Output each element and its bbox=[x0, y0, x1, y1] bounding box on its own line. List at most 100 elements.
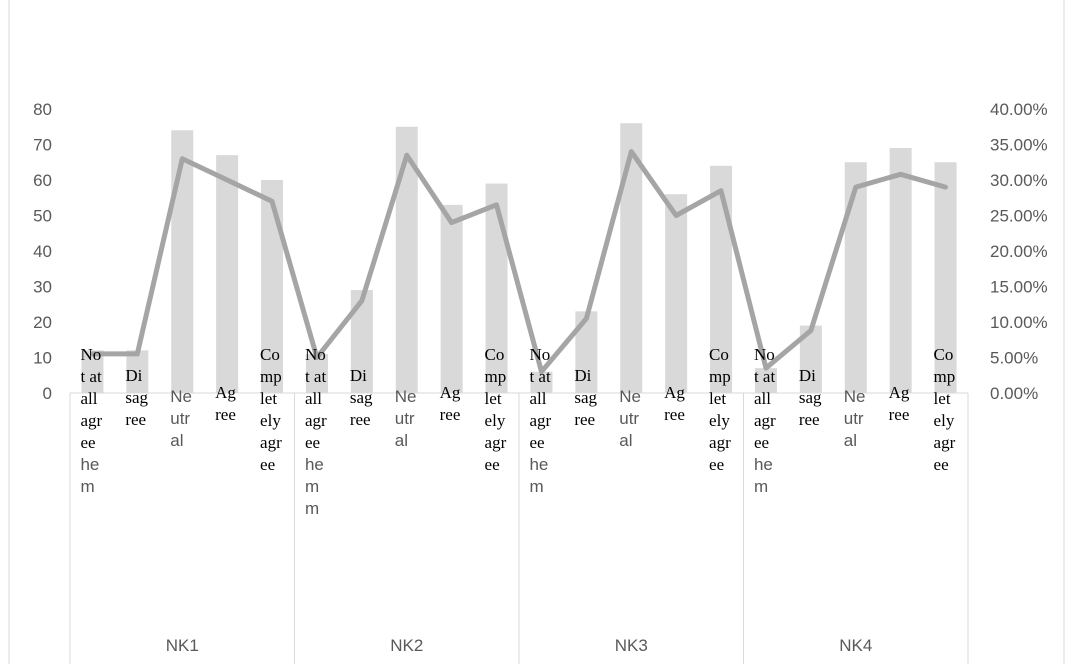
bar bbox=[799, 325, 822, 393]
group-label: NK1 bbox=[166, 636, 199, 655]
category-label-line: Co bbox=[709, 345, 729, 364]
category-label: Ne utr al bbox=[844, 387, 866, 450]
category-label-line: mp bbox=[934, 367, 956, 386]
category-label-line: mp bbox=[260, 367, 282, 386]
category-label-line: utr bbox=[844, 409, 864, 428]
category-label-line: agr bbox=[709, 433, 731, 452]
bar bbox=[171, 130, 194, 394]
category-label-line: ree bbox=[215, 405, 236, 424]
category-label-line: utr bbox=[619, 409, 639, 428]
bar bbox=[440, 204, 463, 393]
category-label-line: ree bbox=[574, 410, 595, 429]
category-label-line: ely bbox=[934, 411, 955, 430]
category-label: Ne utr al bbox=[395, 387, 417, 450]
category-label-line: sag bbox=[574, 388, 597, 407]
bar bbox=[530, 371, 553, 393]
category-label: Ag ree bbox=[215, 383, 236, 424]
category-label-line: al bbox=[170, 431, 183, 450]
group-label: NK3 bbox=[615, 636, 648, 655]
category-label-line: ee bbox=[485, 455, 500, 474]
category-label-line: all bbox=[305, 389, 322, 408]
category-label-line: let bbox=[260, 389, 277, 408]
bar bbox=[81, 350, 104, 393]
category-label-line: he bbox=[80, 455, 99, 474]
category-label-line: agr bbox=[80, 411, 102, 430]
category-label-line: Di bbox=[574, 366, 591, 385]
category-label-line: Ag bbox=[215, 383, 236, 402]
bar bbox=[575, 311, 598, 393]
y-left-tick-label: 70 bbox=[33, 136, 52, 155]
category-label-line: ee bbox=[80, 433, 95, 452]
category-label-line: let bbox=[934, 389, 951, 408]
y-right-tick-label: 5.00% bbox=[990, 349, 1038, 368]
category-label-line: all bbox=[529, 389, 546, 408]
category-label: No t at all agr ee he m bbox=[80, 345, 102, 496]
category-label-line: Di bbox=[350, 366, 367, 385]
y-left-tick-label: 10 bbox=[33, 349, 52, 368]
category-label-line: Ne bbox=[170, 387, 192, 406]
line-series bbox=[90, 149, 948, 375]
category-label-line: t at bbox=[305, 367, 327, 386]
category-label-line: sag bbox=[350, 388, 373, 407]
category-label: No t at all agr ee he m bbox=[754, 345, 776, 496]
category-label-line: he bbox=[529, 455, 548, 474]
y-left-tick-label: 30 bbox=[33, 278, 52, 297]
category-label-line: Co bbox=[485, 345, 505, 364]
category-label-line: he bbox=[305, 455, 324, 474]
category-label-line: m bbox=[305, 499, 319, 518]
y-left-tick-label: 40 bbox=[33, 242, 52, 261]
group-label: NK4 bbox=[839, 636, 872, 655]
category-label-line: m bbox=[80, 477, 94, 496]
category-label-line: ree bbox=[889, 405, 910, 424]
category-label-line: al bbox=[619, 431, 632, 450]
category-label-line: agr bbox=[260, 433, 282, 452]
category-label-line: all bbox=[80, 389, 97, 408]
y-right-tick-label: 20.00% bbox=[990, 242, 1048, 261]
category-label-line: Di bbox=[125, 366, 142, 385]
category-label-line: Ag bbox=[889, 383, 910, 402]
category-label-line: Co bbox=[260, 345, 280, 364]
category-label-line: all bbox=[754, 389, 771, 408]
bar bbox=[395, 126, 418, 393]
category-label-line: ee bbox=[305, 433, 320, 452]
y-right-tick-label: 40.00% bbox=[990, 100, 1048, 119]
category-label-line: t at bbox=[80, 367, 102, 386]
category-label-line: agr bbox=[754, 411, 776, 430]
category-label-line: ree bbox=[440, 405, 461, 424]
category-label: Co mp let ely agr ee bbox=[709, 345, 731, 474]
category-label-line: m bbox=[529, 477, 543, 496]
bar bbox=[350, 290, 373, 393]
category-label: Ne utr al bbox=[170, 387, 192, 450]
y-right-tick-label: 0.00% bbox=[990, 384, 1038, 403]
y-left-tick-label: 50 bbox=[33, 207, 52, 226]
category-label: Ag ree bbox=[440, 383, 461, 424]
y-left-tick-label: 0 bbox=[43, 384, 52, 403]
category-label-line: let bbox=[709, 389, 726, 408]
category-label-line: ee bbox=[260, 455, 275, 474]
category-label-line: agr bbox=[934, 433, 956, 452]
y-right-tick-label: 25.00% bbox=[990, 207, 1048, 226]
category-label-line: No bbox=[754, 345, 775, 364]
bar bbox=[216, 155, 239, 393]
category-label: Di sag ree bbox=[574, 366, 597, 429]
category-label-line: agr bbox=[529, 411, 551, 430]
category-label-line: ee bbox=[754, 433, 769, 452]
category-label-line: utr bbox=[170, 409, 190, 428]
category-label-line: agr bbox=[485, 433, 507, 452]
category-label-line: ee bbox=[709, 455, 724, 474]
bar bbox=[754, 368, 777, 393]
category-label-line: al bbox=[395, 431, 408, 450]
category-label-line: Ag bbox=[664, 383, 685, 402]
bar bbox=[126, 350, 149, 393]
bar bbox=[889, 148, 912, 393]
category-label-line: ee bbox=[529, 433, 544, 452]
category-label-line: Di bbox=[799, 366, 816, 385]
category-label-line: Ag bbox=[440, 383, 461, 402]
category-label-line: Ne bbox=[619, 387, 641, 406]
y-right-tick-label: 30.00% bbox=[990, 171, 1048, 190]
category-label: No t at all agr ee he m m bbox=[305, 345, 327, 518]
category-label-line: Co bbox=[934, 345, 954, 364]
category-label: Ne utr al bbox=[619, 387, 641, 450]
